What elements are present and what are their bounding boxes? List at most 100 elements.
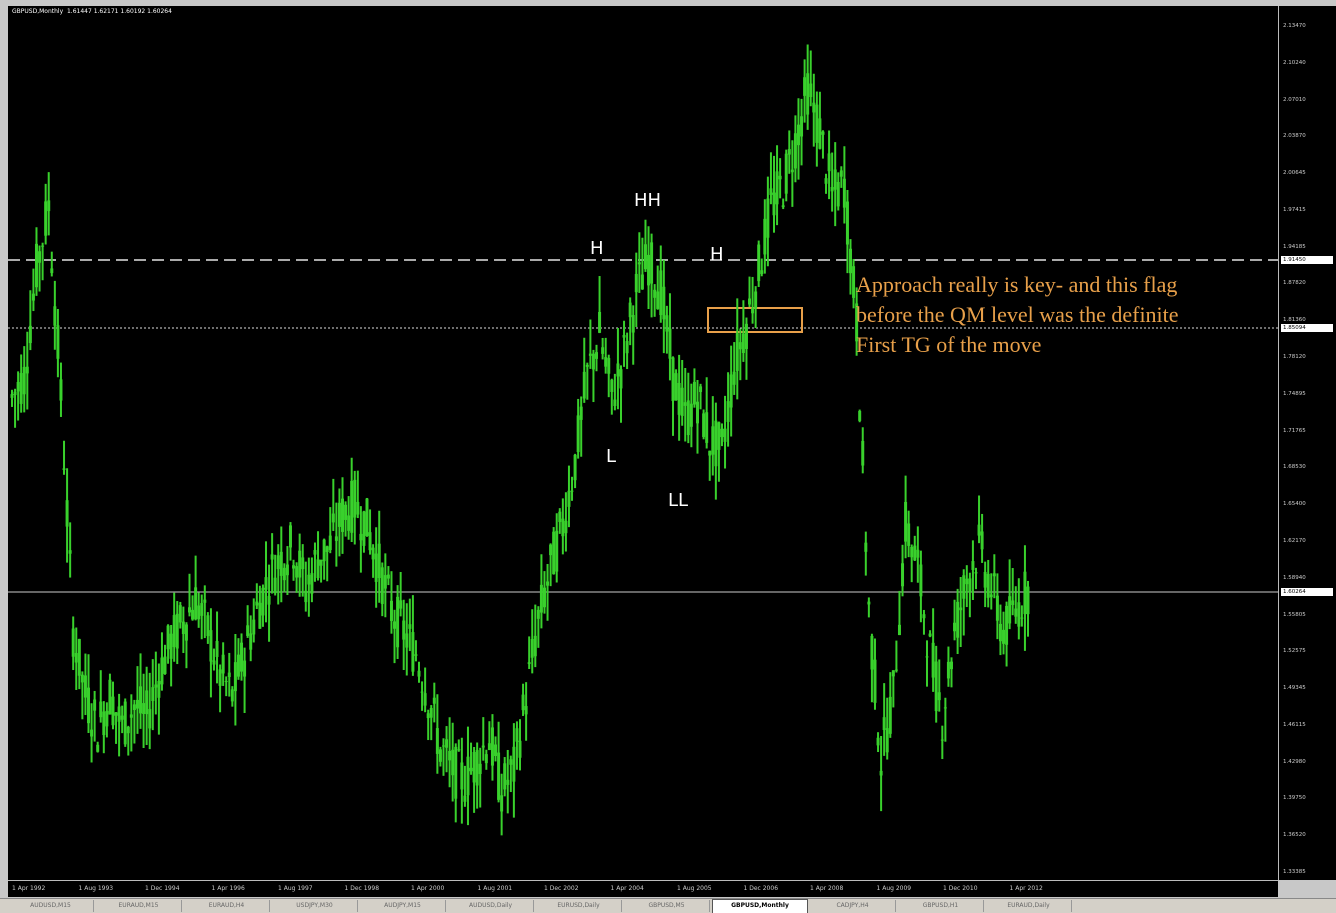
candle-body <box>977 524 981 536</box>
candle-body <box>650 242 654 284</box>
tab-cadjpy-h4[interactable]: CADJPY,H4 <box>810 900 896 912</box>
candle-body <box>166 625 170 650</box>
tab-euraud-daily[interactable]: EURAUD,Daily <box>986 900 1072 912</box>
candle-body <box>867 601 871 605</box>
candle-body <box>163 656 167 674</box>
candle-body <box>542 587 546 608</box>
candle-body <box>282 567 286 581</box>
candle-body <box>775 171 779 205</box>
candle-body <box>209 630 213 662</box>
candle-body <box>178 605 182 623</box>
candle-body <box>227 672 231 677</box>
chart-header: GBPUSD,Monthly 1.61447 1.62171 1.60192 1… <box>12 8 172 15</box>
candle-body <box>956 601 960 638</box>
candle-body <box>738 342 742 350</box>
candle-body <box>910 546 914 558</box>
candle-body <box>628 302 632 318</box>
low-label: L <box>606 446 617 467</box>
candle-body <box>203 599 207 603</box>
price-tick: 1.78120 <box>1283 354 1306 361</box>
candle-body <box>564 520 568 534</box>
tab-gbpusd-m5[interactable]: GBPUSD,M5 <box>624 900 710 912</box>
candle-body <box>576 415 580 453</box>
price-tick: 1.74895 <box>1283 390 1306 397</box>
candle-body <box>298 550 302 578</box>
candle-body <box>986 573 990 598</box>
candle-body <box>38 251 42 263</box>
time-tick: 1 Dec 2002 <box>544 885 579 892</box>
tab-audusd-m15[interactable]: AUDUSD,M15 <box>8 900 94 912</box>
price-tick: 1.71765 <box>1283 427 1306 434</box>
candle-body <box>288 525 292 548</box>
candle-body <box>552 531 556 575</box>
price-chart[interactable]: GBPUSD,Monthly 1.61447 1.62171 1.60192 1… <box>8 6 1278 880</box>
candle-body <box>714 420 718 467</box>
candle-body <box>411 632 415 672</box>
candle-body <box>894 669 898 671</box>
price-axis[interactable]: 2.13470 2.10240 2.07010 2.03870 2.00645 1.974… <box>1278 6 1336 880</box>
tab-audjpy-m15[interactable]: AUDJPY,M15 <box>360 900 446 912</box>
candle-body <box>524 706 528 715</box>
candle-body <box>414 654 418 656</box>
time-axis[interactable]: 1 Apr 1992 1 Aug 1993 1 Dec 1994 1 Apr 1996… <box>8 880 1278 897</box>
candle-body <box>1008 596 1012 624</box>
candle-body <box>711 426 715 455</box>
candle-body <box>827 153 831 172</box>
candle-body <box>809 83 813 98</box>
candlestick-plot[interactable] <box>8 6 1278 880</box>
ohlc-values: 1.61447 1.62171 1.60192 1.60264 <box>66 8 172 15</box>
candle-body <box>591 353 595 370</box>
candle-body <box>971 561 975 570</box>
candle-body <box>506 779 510 785</box>
price-tag-dotted: 1.85094 <box>1281 324 1333 332</box>
candle-body <box>643 244 647 270</box>
candle-body <box>454 746 458 799</box>
candle-body <box>194 587 198 620</box>
candle-body <box>246 625 250 636</box>
candle-body <box>417 670 421 677</box>
candle-body <box>74 653 78 663</box>
candle-body <box>778 175 782 180</box>
candle-body <box>533 635 537 657</box>
candle-body <box>157 680 161 698</box>
candle-body <box>744 323 748 349</box>
candle-body <box>833 169 837 190</box>
candle-body <box>781 205 785 208</box>
candle-body <box>1017 602 1021 627</box>
tab-eurusd-daily[interactable]: EURUSD,Daily <box>536 900 622 912</box>
candle-body <box>980 531 984 550</box>
candle-body <box>218 669 222 686</box>
candle-body <box>836 181 840 207</box>
tab-euraud-m15[interactable]: EURAUD,M15 <box>96 900 182 912</box>
candle-body <box>252 619 256 635</box>
candle-body <box>460 762 464 790</box>
tab-euraud-h4[interactable]: EURAUD,H4 <box>184 900 270 912</box>
candle-body <box>87 687 91 724</box>
tab-usdjpy-m30[interactable]: USDJPY,M30 <box>272 900 358 912</box>
candle-body <box>689 403 693 427</box>
candle-body <box>965 578 969 585</box>
price-tick: 1.33385 <box>1283 869 1306 875</box>
candle-body <box>68 550 72 554</box>
candle-body <box>1002 629 1006 644</box>
tab-gbpusd-monthly[interactable]: GBPUSD,Monthly <box>712 899 808 913</box>
time-tick: 1 Dec 2006 <box>743 885 779 892</box>
tab-audusd-daily[interactable]: AUDUSD,Daily <box>448 900 534 912</box>
candle-body <box>760 270 764 275</box>
candle-body <box>120 715 124 720</box>
candle-body <box>839 170 843 177</box>
price-tick: 1.81360 <box>1283 317 1306 324</box>
candle-body <box>561 518 565 537</box>
time-tick: 1 Dec 1998 <box>344 885 380 892</box>
candle-body <box>546 581 550 586</box>
candle-body <box>31 293 35 301</box>
candle-body <box>359 533 363 541</box>
candle-body <box>83 675 87 698</box>
candle-body <box>292 565 296 569</box>
candle-body <box>793 133 797 169</box>
tab-gbpusd-h1[interactable]: GBPUSD,H1 <box>898 900 984 912</box>
candle-body <box>897 624 901 636</box>
candle-body <box>160 657 164 685</box>
candle-body <box>558 511 562 523</box>
candle-body <box>344 504 348 520</box>
